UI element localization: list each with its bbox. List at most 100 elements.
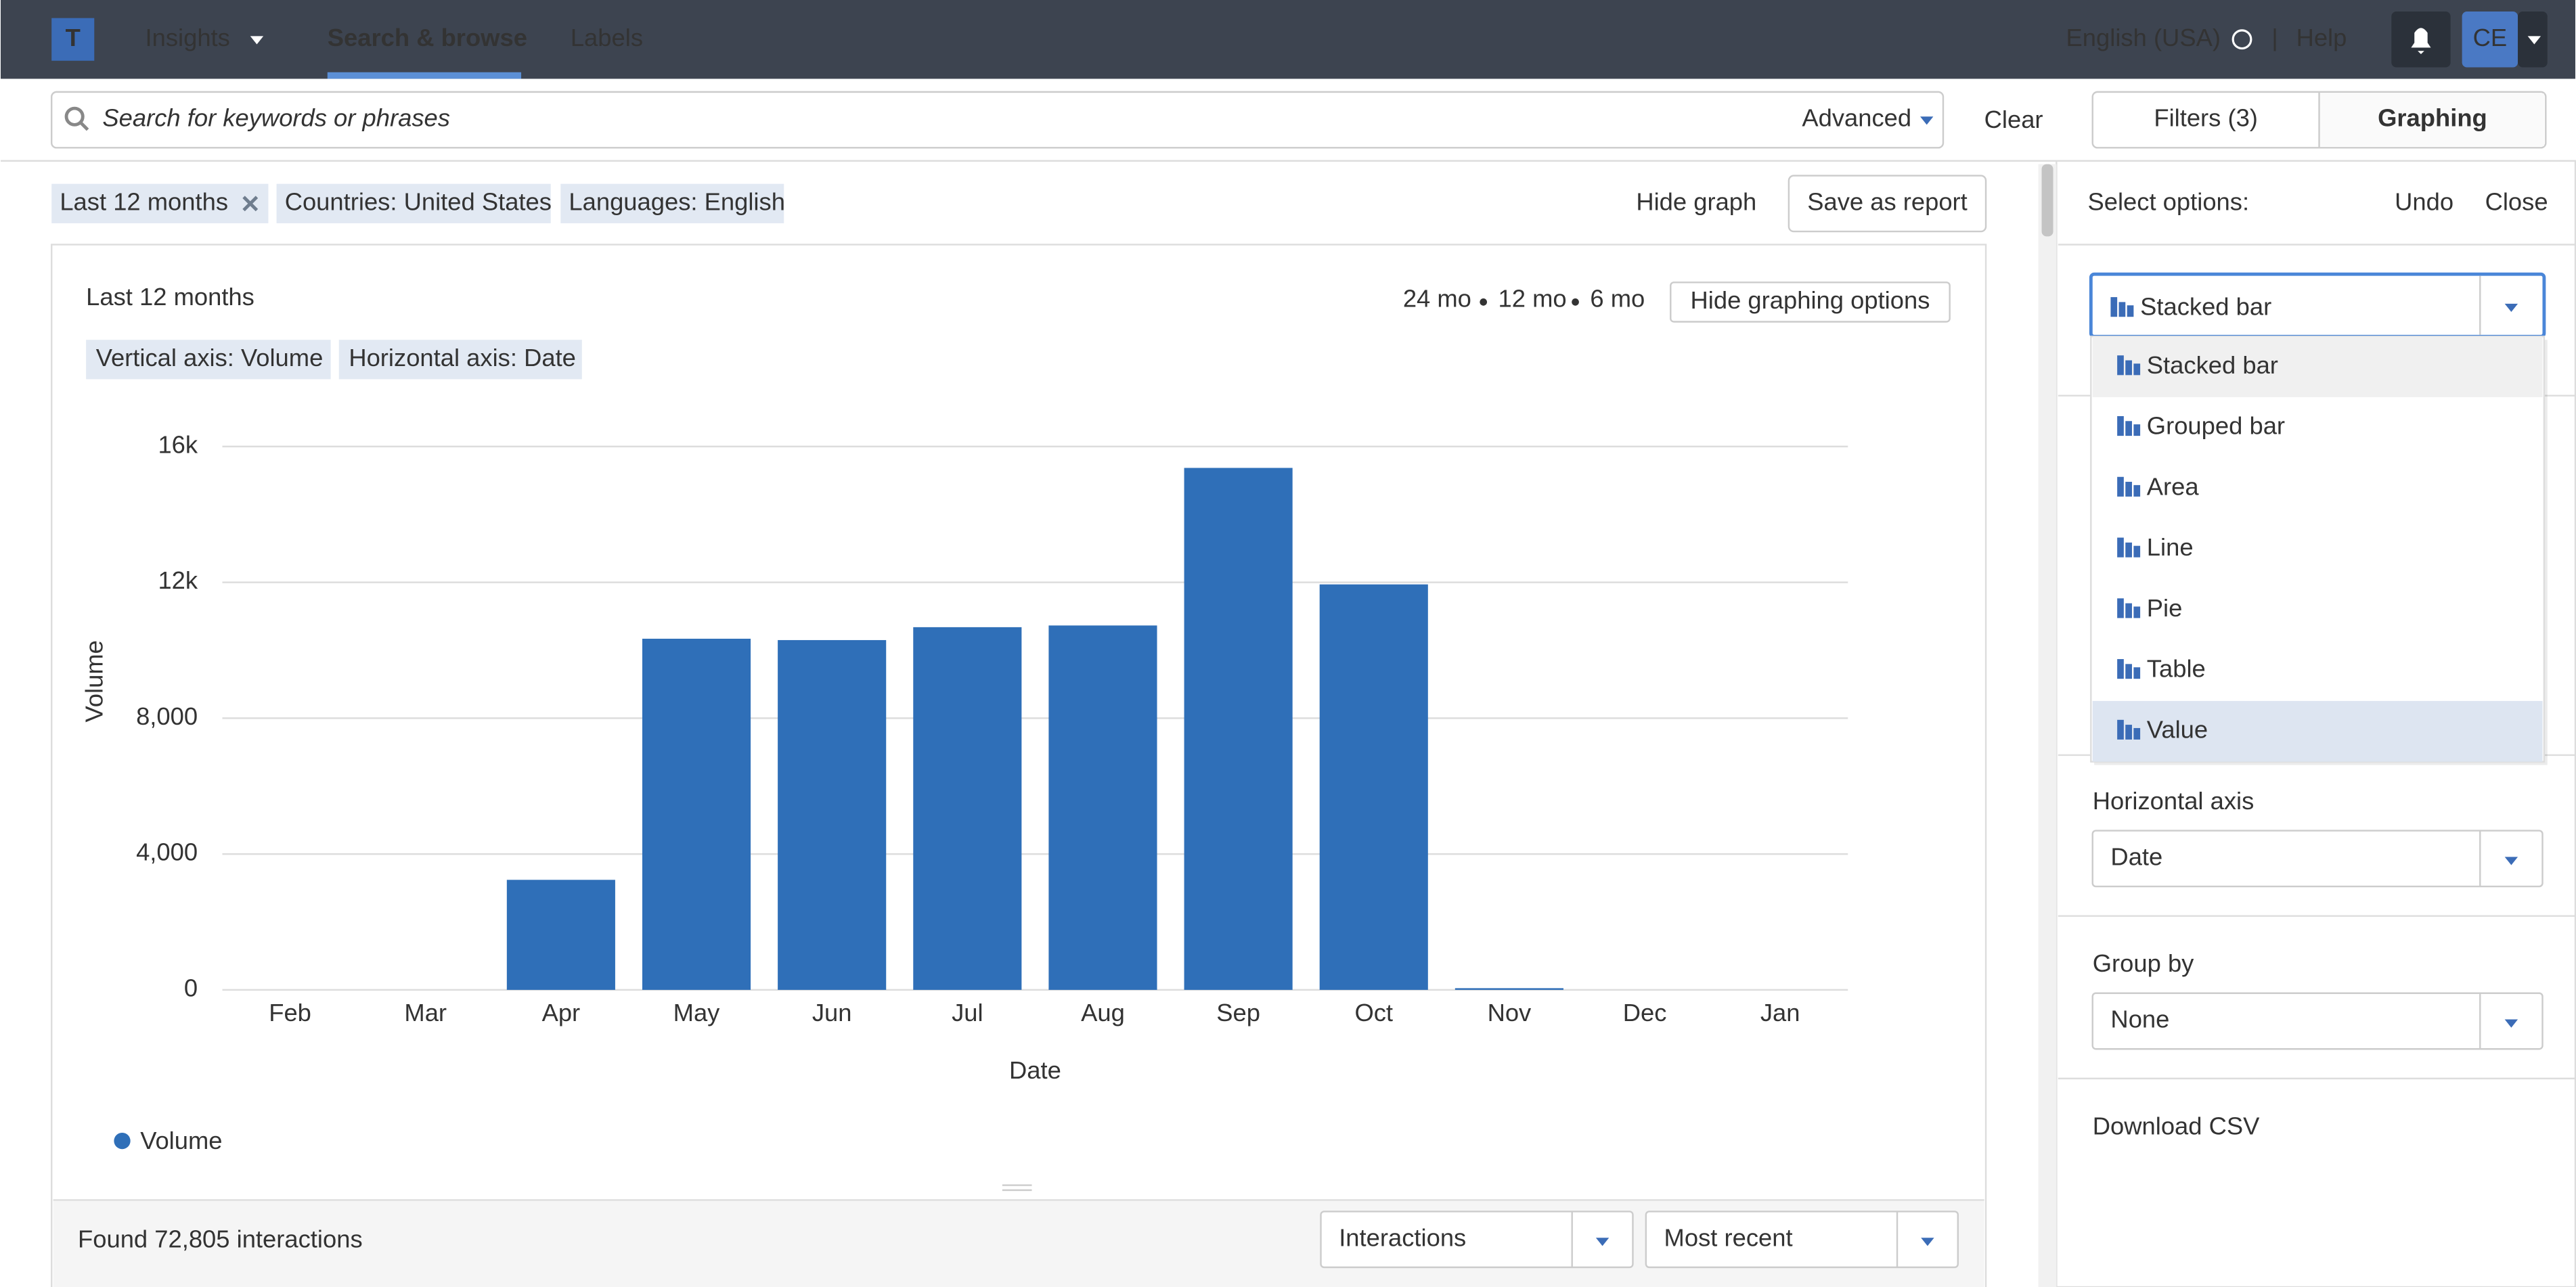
axis-chip-text: Vertical axis: Volume	[96, 344, 324, 371]
clear-link[interactable]: Clear	[1984, 106, 2043, 133]
caret-icon	[1920, 116, 1934, 125]
option-icon	[2133, 484, 2141, 497]
save-report-button[interactable]	[1787, 175, 1987, 233]
hide-options-text: Hide graphing options	[1691, 286, 1930, 314]
download-link[interactable]: Download CSV	[2093, 1112, 2260, 1139]
field-label: Horizontal axis	[2093, 787, 2255, 815]
x-tick-label: Jul	[952, 999, 983, 1026]
select[interactable]	[2091, 992, 2544, 1050]
option-icon	[2127, 305, 2134, 317]
x-tick-label: Sep	[1216, 999, 1260, 1026]
hide-graph-link[interactable]: Hide graph	[1636, 187, 1756, 215]
caret-icon	[1921, 1238, 1934, 1246]
nav-link[interactable]: Insights	[145, 24, 229, 51]
select[interactable]	[1320, 1211, 1634, 1269]
bar[interactable]	[1184, 468, 1293, 990]
remove-icon[interactable]	[242, 196, 259, 212]
range-current: 12 mo	[1498, 285, 1567, 313]
close-link[interactable]: Close	[2485, 187, 2548, 215]
bar[interactable]	[1048, 625, 1157, 990]
scrollbar-track	[2038, 164, 2057, 1287]
option-icon	[2117, 415, 2124, 436]
dropdown-option[interactable]	[2092, 457, 2543, 519]
y-tick-label: 4,000	[136, 838, 198, 866]
dropdown-option[interactable]	[2092, 579, 2543, 641]
option-icon	[2117, 537, 2124, 558]
nav-active-underline	[327, 72, 522, 79]
filter-chip[interactable]	[51, 183, 269, 223]
option-icon	[2133, 727, 2141, 740]
save-report-text: Save as report	[1807, 187, 1968, 215]
bar[interactable]	[1319, 584, 1428, 990]
tab[interactable]: Filters (3)	[2154, 104, 2258, 132]
user-button[interactable]	[2462, 11, 2518, 68]
range-link[interactable]: 24 mo	[1403, 285, 1471, 313]
filter-chip[interactable]	[560, 183, 784, 223]
advanced-link[interactable]: Advanced	[1802, 104, 1911, 132]
hide-options-button[interactable]	[1670, 281, 1951, 323]
option-icon	[2117, 476, 2124, 497]
x-tick-label: Jun	[812, 999, 852, 1026]
filter-chip-text: Languages: English	[569, 187, 785, 215]
scrollbar-thumb[interactable]	[2041, 164, 2053, 237]
caret-icon	[2504, 857, 2518, 865]
y-tick-label: 8,000	[136, 702, 198, 730]
option-text: Grouped bar	[2147, 412, 2285, 440]
bar[interactable]	[506, 880, 615, 990]
dropdown-option[interactable]	[2092, 640, 2543, 701]
option-icon	[2125, 360, 2132, 376]
dropdown-option[interactable]	[2092, 397, 2543, 458]
dot	[1572, 298, 1579, 306]
y-tick-label: 12k	[158, 566, 198, 594]
chart-title: Last 12 months	[86, 283, 254, 311]
option-icon	[2117, 598, 2124, 618]
x-tick-label: Jan	[1760, 999, 1800, 1026]
caret-icon	[1595, 1238, 1609, 1246]
search-input[interactable]	[50, 91, 1945, 149]
caret-icon	[2504, 303, 2518, 312]
dot	[1480, 298, 1488, 306]
option-icon	[2125, 725, 2132, 740]
select[interactable]	[1645, 1211, 1959, 1269]
tab[interactable]: Graphing	[2378, 104, 2487, 132]
results-count: Found 72,805 interactions	[78, 1225, 363, 1253]
option-text: Pie	[2147, 594, 2183, 622]
x-tick-label: Mar	[404, 999, 447, 1026]
x-tick-label: Feb	[269, 999, 311, 1026]
logo-text: T	[66, 24, 81, 51]
language-link[interactable]: English (USA)	[2066, 24, 2221, 51]
option-text: Table	[2147, 655, 2206, 683]
option-icon	[2133, 363, 2141, 376]
bar[interactable]	[913, 627, 1022, 990]
option-icon	[2125, 421, 2132, 436]
bar[interactable]	[1454, 988, 1563, 990]
select[interactable]	[2091, 830, 2544, 888]
y-tick-label: 16k	[158, 430, 198, 458]
option-icon	[2117, 719, 2124, 740]
x-tick-label: Dec	[1623, 999, 1667, 1026]
range-link[interactable]: 6 mo	[1590, 285, 1645, 313]
x-tick-label: May	[673, 999, 721, 1026]
filter-chip-text: Last 12 months	[60, 187, 228, 215]
y-axis-title: Volume	[80, 640, 108, 722]
dropdown-option[interactable]	[2092, 336, 2543, 398]
undo-link[interactable]: Undo	[2395, 187, 2453, 215]
option-icon	[2110, 297, 2118, 317]
nav-link[interactable]: Labels	[571, 24, 643, 51]
bar[interactable]	[642, 638, 751, 990]
top-nav	[1, 0, 2575, 79]
bar[interactable]	[778, 639, 887, 990]
axis-chip	[338, 340, 582, 380]
filter-chip[interactable]	[276, 183, 551, 223]
caret-icon	[250, 36, 264, 45]
globe-icon	[2231, 29, 2252, 50]
option-icon	[2125, 542, 2132, 558]
option-text: Area	[2147, 472, 2200, 500]
dropdown-option[interactable]	[2092, 700, 2543, 762]
option-icon	[2125, 664, 2132, 679]
dropdown-option[interactable]	[2092, 518, 2543, 580]
help-link[interactable]: Help	[2296, 24, 2347, 51]
x-tick-label: Nov	[1488, 999, 1532, 1026]
nav-link[interactable]: Search & browse	[328, 24, 527, 51]
